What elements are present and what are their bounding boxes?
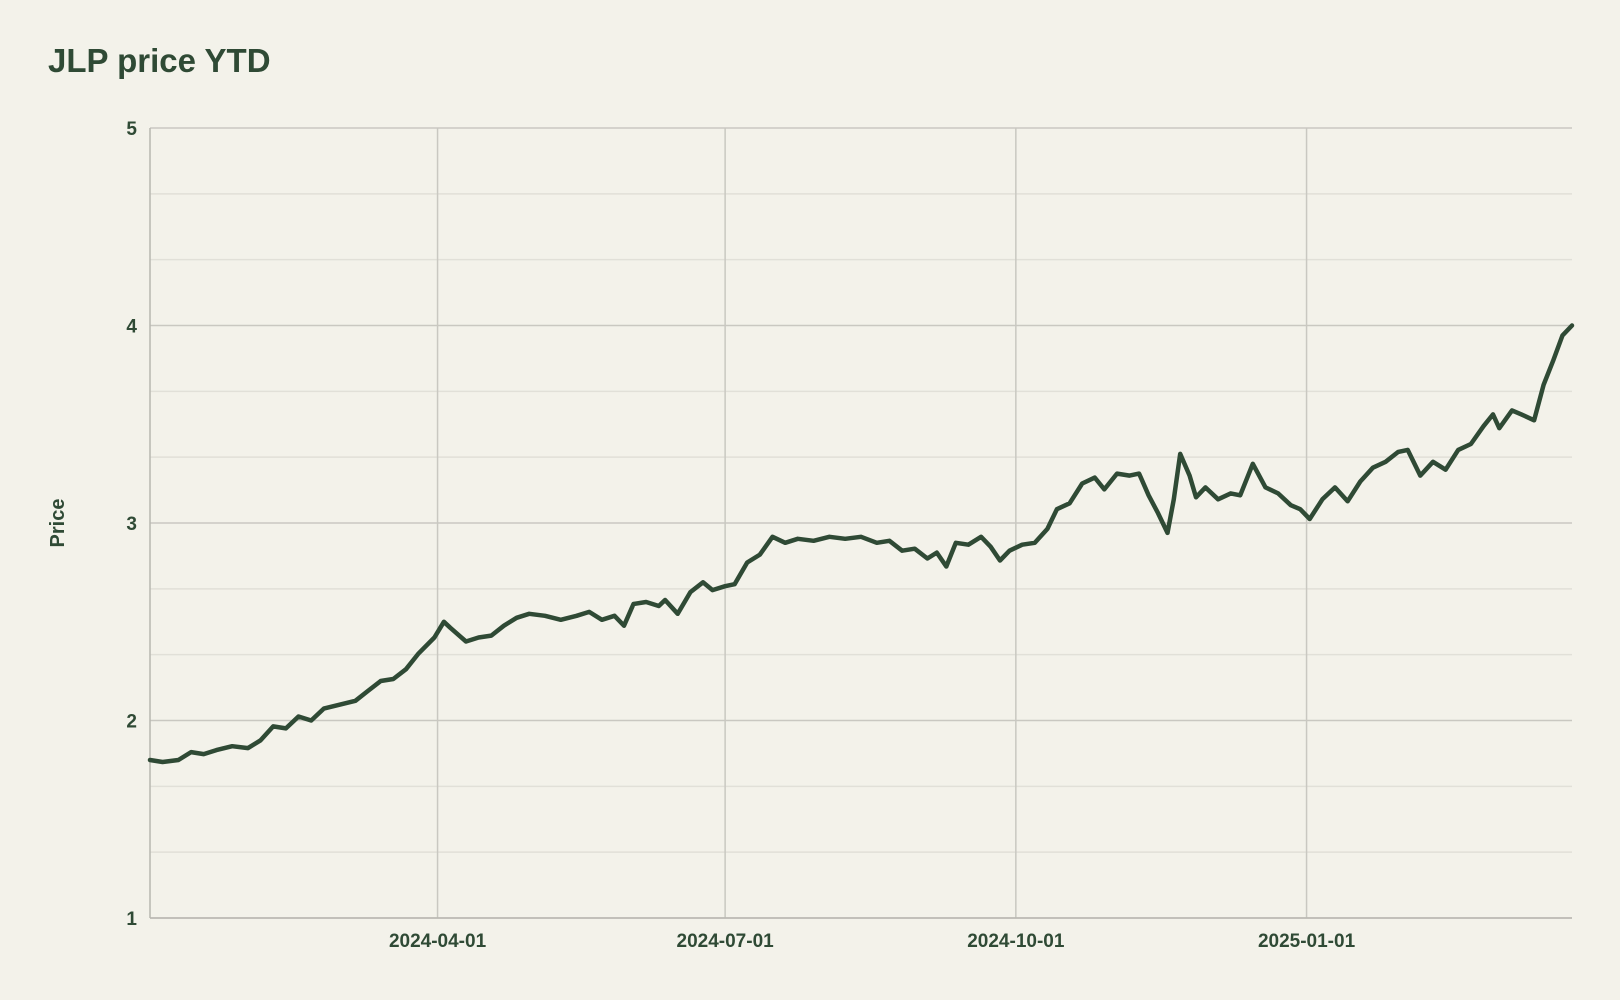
- series-layer: [147, 323, 1575, 765]
- y-tick-label: 4: [126, 317, 137, 338]
- tick-labels: 1 2 3 4 5 2024-04-01 2024-07-01 2024-10-01 2025-…: [126, 119, 1355, 952]
- y-tick-label: 2: [126, 712, 137, 733]
- chart-title: JLP price YTD: [48, 42, 271, 79]
- axes: [149, 128, 1572, 919]
- series-line-0: [147, 323, 1575, 765]
- grid-lines: [150, 127, 1572, 919]
- x-tick-label: 2025-01-01: [1258, 931, 1356, 952]
- y-tick-label: 5: [126, 119, 137, 140]
- y-axis-label: Price: [47, 499, 69, 548]
- x-tick-label: 2024-10-01: [967, 931, 1065, 952]
- y-tick-label: 3: [126, 514, 137, 535]
- x-tick-label: 2024-04-01: [389, 931, 487, 952]
- x-tick-label: 2024-07-01: [677, 931, 775, 952]
- y-tick-label: 1: [126, 909, 137, 930]
